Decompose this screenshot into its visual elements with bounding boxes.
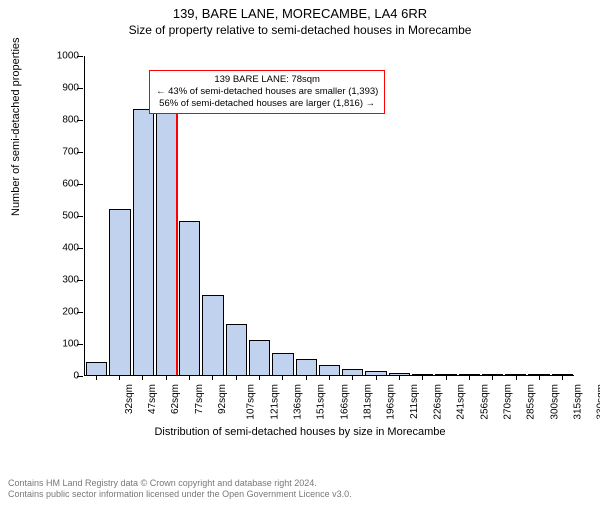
x-tick-label: 77sqm bbox=[194, 384, 205, 414]
footer-line-2: Contains public sector information licen… bbox=[8, 489, 352, 500]
y-tick-label: 500 bbox=[47, 211, 79, 222]
bar-fill bbox=[528, 374, 549, 375]
x-tick bbox=[539, 376, 540, 380]
bar-fill bbox=[249, 340, 270, 375]
page-subtitle: Size of property relative to semi-detach… bbox=[0, 23, 600, 37]
x-tick-label: 196sqm bbox=[386, 384, 397, 420]
page-title: 139, BARE LANE, MORECAMBE, LA4 6RR bbox=[0, 6, 600, 21]
bar-fill bbox=[319, 365, 340, 375]
footer-attribution: Contains HM Land Registry data © Crown c… bbox=[8, 478, 352, 501]
bar-fill bbox=[482, 374, 503, 375]
annotation-line: 56% of semi-detached houses are larger (… bbox=[156, 98, 378, 110]
bar-fill bbox=[86, 362, 107, 375]
y-tick-label: 0 bbox=[47, 371, 79, 382]
x-tick bbox=[446, 376, 447, 380]
x-tick bbox=[119, 376, 120, 380]
x-tick-label: 300sqm bbox=[549, 384, 560, 420]
x-tick-label: 92sqm bbox=[217, 384, 228, 414]
x-tick-label: 166sqm bbox=[339, 384, 350, 420]
x-tick bbox=[236, 376, 237, 380]
chart-area: 01002003004005006007008009001000 139 BAR… bbox=[54, 50, 584, 420]
x-tick-label: 241sqm bbox=[456, 384, 467, 420]
y-tick-label: 800 bbox=[47, 115, 79, 126]
x-axis-title: Distribution of semi-detached houses by … bbox=[0, 426, 600, 438]
y-tick-label: 1000 bbox=[47, 51, 79, 62]
x-tick-label: 136sqm bbox=[293, 384, 304, 420]
y-tick-label: 900 bbox=[47, 83, 79, 94]
bar-fill bbox=[202, 295, 223, 375]
bar-fill bbox=[505, 374, 526, 375]
y-tick-label: 100 bbox=[47, 339, 79, 350]
x-tick-label: 121sqm bbox=[269, 384, 280, 420]
x-tick bbox=[329, 376, 330, 380]
x-tick bbox=[469, 376, 470, 380]
x-tick-label: 62sqm bbox=[170, 384, 181, 414]
plot-area: 01002003004005006007008009001000 139 BAR… bbox=[84, 56, 574, 376]
y-axis-title: Number of semi-detached properties bbox=[10, 37, 22, 216]
annotation-line: ← 43% of semi-detached houses are smalle… bbox=[156, 86, 378, 98]
y-tick-label: 300 bbox=[47, 275, 79, 286]
bar-fill bbox=[365, 371, 386, 375]
y-tick-label: 200 bbox=[47, 307, 79, 318]
x-tick-label: 47sqm bbox=[147, 384, 158, 414]
title-block: 139, BARE LANE, MORECAMBE, LA4 6RR Size … bbox=[0, 6, 600, 37]
x-tick-label: 181sqm bbox=[363, 384, 374, 420]
bar-fill bbox=[412, 374, 433, 375]
bar-fill bbox=[179, 221, 200, 375]
bar-fill bbox=[226, 324, 247, 375]
x-labels: 32sqm 47sqm 62sqm 77sqm 92sqm 107sqm 121sqm 136… bbox=[84, 380, 574, 424]
bar-fill bbox=[296, 359, 317, 375]
x-tick-label: 151sqm bbox=[316, 384, 327, 420]
x-tick-label: 270sqm bbox=[503, 384, 514, 420]
annotation-box: 139 BARE LANE: 78sqm← 43% of semi-detach… bbox=[149, 70, 385, 114]
x-tick-label: 32sqm bbox=[124, 384, 135, 414]
annotation-line: 139 BARE LANE: 78sqm bbox=[156, 74, 378, 86]
x-tick bbox=[189, 376, 190, 380]
x-tick bbox=[166, 376, 167, 380]
x-tick bbox=[492, 376, 493, 380]
bar-fill bbox=[156, 113, 177, 375]
bar-fill bbox=[552, 374, 573, 375]
y-tick-label: 400 bbox=[47, 243, 79, 254]
x-tick bbox=[516, 376, 517, 380]
x-tick bbox=[259, 376, 260, 380]
x-tick bbox=[562, 376, 563, 380]
x-tick bbox=[212, 376, 213, 380]
bar-fill bbox=[435, 374, 456, 375]
bar-fill bbox=[342, 369, 363, 375]
y-tick-label: 600 bbox=[47, 179, 79, 190]
bar-fill bbox=[459, 374, 480, 375]
x-tick bbox=[306, 376, 307, 380]
x-tick-label: 315sqm bbox=[573, 384, 584, 420]
bar-fill bbox=[109, 209, 130, 375]
x-tick-label: 107sqm bbox=[246, 384, 257, 420]
x-tick bbox=[399, 376, 400, 380]
footer-line-1: Contains HM Land Registry data © Crown c… bbox=[8, 478, 352, 489]
x-tick-label: 330sqm bbox=[596, 384, 600, 420]
bar-fill bbox=[389, 373, 410, 375]
bar-fill bbox=[133, 109, 154, 375]
y-tick-label: 700 bbox=[47, 147, 79, 158]
x-tick bbox=[282, 376, 283, 380]
x-tick bbox=[96, 376, 97, 380]
x-tick bbox=[422, 376, 423, 380]
x-tick-label: 256sqm bbox=[479, 384, 490, 420]
x-tick-label: 285sqm bbox=[526, 384, 537, 420]
highlight-marker bbox=[176, 113, 178, 375]
bar-fill bbox=[272, 353, 293, 375]
x-tick bbox=[376, 376, 377, 380]
x-tick bbox=[142, 376, 143, 380]
x-tick-label: 211sqm bbox=[409, 384, 420, 419]
x-tick bbox=[352, 376, 353, 380]
x-tick-label: 226sqm bbox=[433, 384, 444, 420]
